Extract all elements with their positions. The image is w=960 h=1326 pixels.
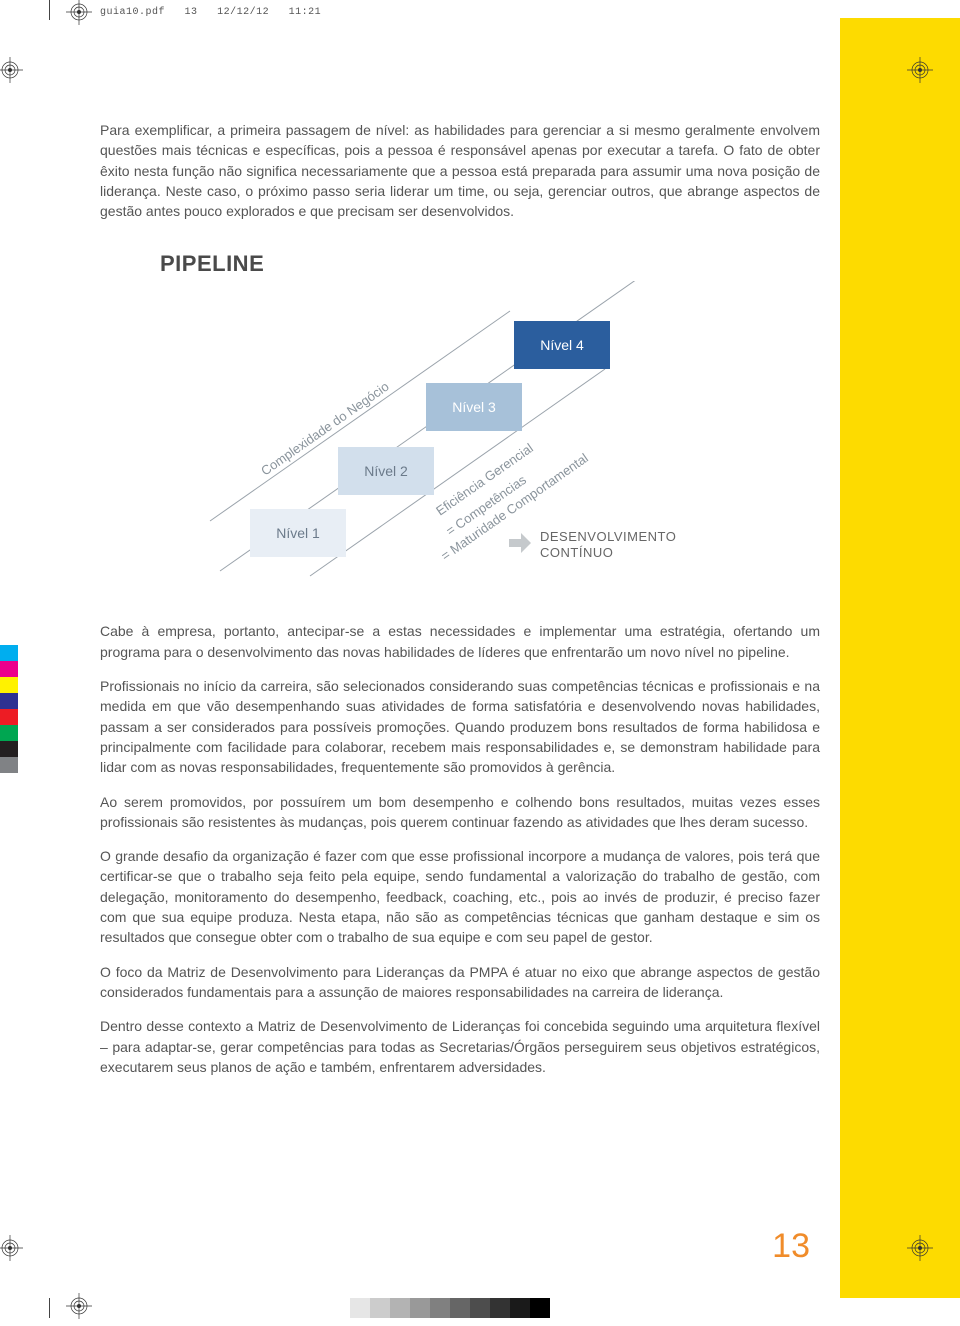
gray-swatch <box>410 1298 430 1318</box>
diagram-title: PIPELINE <box>160 251 264 277</box>
dev-line1: DESENVOLVIMENTO <box>540 529 676 544</box>
gray-swatch <box>370 1298 390 1318</box>
meta-date: 12/12/12 <box>217 7 269 18</box>
crop-mark <box>49 1298 50 1318</box>
color-swatch <box>0 693 18 709</box>
registration-mark-icon <box>64 1291 94 1321</box>
meta-filename: guia10.pdf <box>100 7 165 18</box>
color-swatch <box>0 725 18 741</box>
crop-mark <box>49 0 50 20</box>
meta-page: 13 <box>185 7 198 18</box>
meta-time: 11:21 <box>289 7 322 18</box>
paragraph: O foco da Matriz de Desenvolvimento para… <box>100 962 820 1003</box>
gray-swatch <box>450 1298 470 1318</box>
grayscale-strip <box>330 1298 550 1318</box>
paragraph: Dentro desse contexto a Matriz de Desenv… <box>100 1016 820 1077</box>
gray-swatch <box>430 1298 450 1318</box>
paragraph: O grande desafio da organização é fazer … <box>100 846 820 947</box>
registration-mark-icon <box>905 1233 935 1263</box>
color-swatch <box>0 677 18 693</box>
gray-swatch <box>350 1298 370 1318</box>
registration-mark-icon <box>0 1233 25 1263</box>
gray-swatch <box>490 1298 510 1318</box>
development-label: DESENVOLVIMENTO CONTÍNUO <box>540 529 676 560</box>
arrow-right-icon <box>505 529 533 562</box>
gray-swatch <box>530 1298 550 1318</box>
color-swatch-strip <box>0 645 18 773</box>
color-swatch <box>0 741 18 757</box>
color-swatch <box>0 757 18 773</box>
paragraph: Para exemplificar, a primeira passagem d… <box>100 120 820 221</box>
paragraph: Ao serem promovidos, por possuírem um bo… <box>100 792 820 833</box>
registration-mark-icon <box>905 55 935 85</box>
gray-swatch <box>330 1298 350 1318</box>
color-swatch <box>0 709 18 725</box>
color-swatch <box>0 661 18 677</box>
svg-text:Nível 4: Nível 4 <box>540 337 584 353</box>
gray-swatch <box>390 1298 410 1318</box>
file-meta: guia10.pdf 13 12/12/12 11:21 <box>100 7 321 18</box>
registration-mark-icon <box>0 55 25 85</box>
gray-swatch <box>470 1298 490 1318</box>
paragraph: Profissionais no início da carreira, são… <box>100 676 820 777</box>
yellow-sidebar <box>840 18 960 1298</box>
color-swatch <box>0 645 18 661</box>
pipeline-diagram: PIPELINE Nível 1Nível 2Nível 3Nível 4Com… <box>160 251 720 591</box>
gray-swatch <box>510 1298 530 1318</box>
svg-text:Nível 1: Nível 1 <box>276 525 320 541</box>
svg-text:Nível 2: Nível 2 <box>364 463 408 479</box>
svg-text:Nível 3: Nível 3 <box>452 399 496 415</box>
registration-mark-icon <box>64 0 94 27</box>
paragraph: Cabe à empresa, portanto, antecipar-se a… <box>100 621 820 662</box>
page-number: 13 <box>772 1227 810 1266</box>
dev-line2: CONTÍNUO <box>540 545 613 560</box>
